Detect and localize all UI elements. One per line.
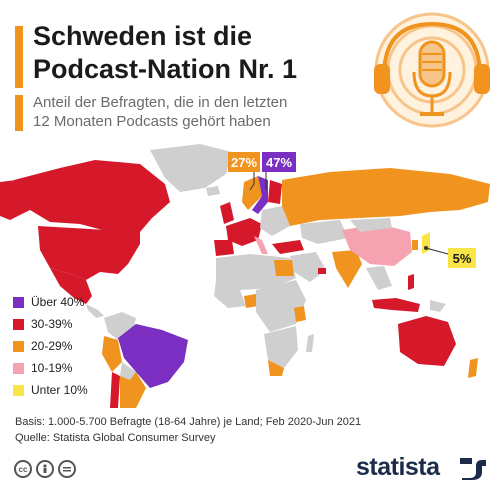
footnote: Basis: 1.000-5.700 Befragte (18-64 Jahre… [15,414,361,446]
map-region-egypt [274,260,294,276]
map-region-mexico [50,268,92,304]
no-derivatives-icon[interactable] [58,460,76,478]
title-accent-bar [15,26,23,88]
legend-item: Unter 10% [13,379,88,401]
callout-box-47 [262,152,296,172]
subtitle-line-2: 12 Monaten Podcasts gehört haben [33,113,271,130]
subtitle-line-1: Anteil der Befragten, die in den letzten [33,94,288,111]
callout-dot-5 [424,246,428,250]
map-region-philippines [408,274,414,290]
map-region-bolivia [120,362,136,380]
subtitle-accent-bar [15,95,23,131]
title-line-1: Schweden ist die [33,21,253,51]
map-region-southeast-asia [366,266,392,290]
legend-swatch [13,384,24,396]
map-region-chile [110,372,120,408]
map-region-russia [282,168,490,226]
footnote-basis: Basis: 1.000-5.700 Befragte (18-64 Jahre… [15,416,362,428]
map-region-spain [214,240,234,256]
map-region-iceland [206,186,220,196]
callout-box-5 [448,248,476,268]
map-region-brazil [118,324,188,388]
map-region-greenland [150,144,232,192]
legend-label: Über 40% [31,295,85,309]
legend-item: Über 40% [13,291,88,313]
legend-swatch [13,362,24,374]
map-region-korea [412,240,418,250]
map-region-madagascar [306,334,314,352]
map-region-australia [398,316,456,366]
legend-item: 20-29% [13,335,88,357]
map-region-turkey [272,240,304,254]
map-region-argentina [120,372,146,408]
callout-label-27: 27% [231,155,257,170]
legend-swatch [13,296,24,308]
cc-license-icon[interactable]: cc [14,460,32,478]
legend-item: 30-39% [13,313,88,335]
statista-logo-icon[interactable] [460,458,486,480]
chart-title: Schweden ist die Podcast-Nation Nr. 1 [33,20,363,86]
map-region-usa [38,226,140,280]
title-line-2: Podcast-Nation Nr. 1 [33,54,298,84]
map-region-uae [318,268,326,274]
callout-label-47: 47% [266,155,292,170]
map-region-peru [102,336,122,372]
map-region-kazakhstan [300,220,348,244]
callout-box-27 [228,152,260,172]
map-region-west-africa [214,280,246,308]
map-region-mongolia [350,218,392,232]
chart-legend: Über 40% 30-39% 20-29% 10-19% Unter 10% [13,291,88,401]
legend-label: Unter 10% [31,383,88,397]
legend-label: 10-19% [31,361,73,375]
map-region-central-africa [256,280,306,332]
map-region-kenya [294,306,306,322]
chart-subtitle: Anteil der Befragten, die in den letzten… [33,93,353,131]
map-region-sweden [252,176,268,214]
map-region-western-europe [226,218,262,246]
map-region-japan [422,232,430,254]
legend-swatch [13,318,24,330]
map-region-papua [430,300,446,312]
map-region-central-america [86,304,104,318]
map-region-middle-east [290,252,326,282]
license-icons: cc [14,460,76,478]
map-region-china [342,224,412,266]
legend-swatch [13,340,24,352]
map-region-norway [242,176,262,210]
world-map: 27% 47% 5% [0,144,490,408]
map-region-uk [220,202,234,224]
map-region-italy [254,236,268,254]
legend-label: 20-29% [31,339,73,353]
attribution-icon[interactable] [36,460,54,478]
statista-logo-text[interactable]: statista [356,453,440,481]
map-region-canada [14,160,170,232]
callout-leader-5 [425,247,449,255]
map-region-indonesia [372,298,420,312]
map-region-india [332,250,362,288]
legend-item: 10-19% [13,357,88,379]
callout-label-5: 5% [453,251,472,266]
footnote-source: Quelle: Statista Global Consumer Survey [15,432,216,444]
map-region-nigeria [244,294,258,308]
map-region-southern-africa [264,326,298,368]
map-region-south-africa [268,360,284,376]
map-region-alaska [0,180,30,220]
map-region-finland [268,180,282,204]
podcast-headphones-microphone-icon [374,12,490,128]
callout-leader-27 [249,172,255,191]
map-region-eastern-europe [260,206,290,236]
legend-label: 30-39% [31,317,73,331]
map-region-new-zealand [468,358,478,378]
